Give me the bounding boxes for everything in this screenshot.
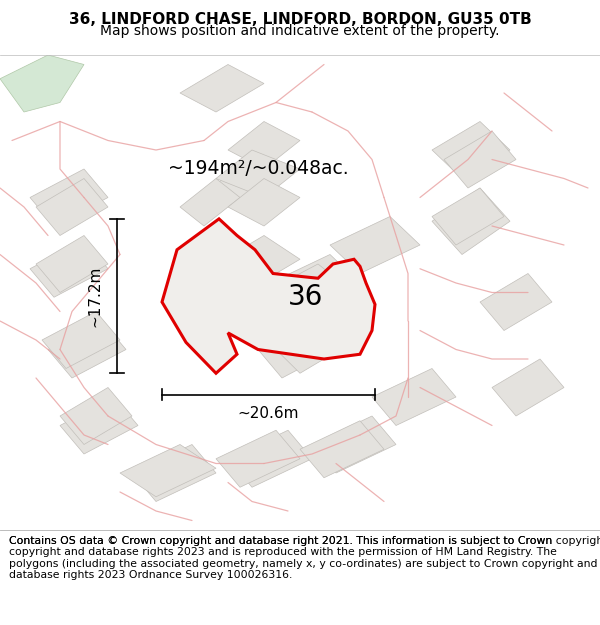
Polygon shape <box>372 369 456 426</box>
Polygon shape <box>480 274 552 331</box>
Polygon shape <box>60 397 138 454</box>
Polygon shape <box>162 219 375 373</box>
Polygon shape <box>216 430 300 488</box>
Polygon shape <box>132 444 216 501</box>
Polygon shape <box>240 292 312 349</box>
Polygon shape <box>228 121 300 169</box>
Text: Contains OS data © Crown copyright and database right 2021. This information is : Contains OS data © Crown copyright and d… <box>9 536 598 581</box>
Text: 36, LINDFORD CHASE, LINDFORD, BORDON, GU35 0TB: 36, LINDFORD CHASE, LINDFORD, BORDON, GU… <box>68 12 532 27</box>
Polygon shape <box>30 169 108 226</box>
Text: ~194m²/~0.048ac.: ~194m²/~0.048ac. <box>167 159 349 179</box>
Polygon shape <box>270 254 360 311</box>
Polygon shape <box>444 131 516 188</box>
Polygon shape <box>312 416 396 473</box>
Polygon shape <box>216 150 300 198</box>
Polygon shape <box>228 430 312 488</box>
Polygon shape <box>120 444 216 497</box>
Polygon shape <box>432 188 504 245</box>
Polygon shape <box>42 311 120 369</box>
Polygon shape <box>432 121 510 179</box>
Text: ~20.6m: ~20.6m <box>238 406 299 421</box>
Polygon shape <box>0 55 84 112</box>
Polygon shape <box>60 388 132 444</box>
Text: Map shows position and indicative extent of the property.: Map shows position and indicative extent… <box>100 24 500 39</box>
Text: ~17.2m: ~17.2m <box>87 266 102 327</box>
Polygon shape <box>216 236 300 288</box>
Polygon shape <box>180 64 264 112</box>
Polygon shape <box>36 179 108 236</box>
Polygon shape <box>36 236 108 292</box>
Polygon shape <box>258 321 336 378</box>
Polygon shape <box>300 421 384 478</box>
Polygon shape <box>228 179 300 226</box>
Polygon shape <box>210 159 276 207</box>
Polygon shape <box>432 188 510 254</box>
Polygon shape <box>48 321 126 378</box>
Polygon shape <box>30 240 108 298</box>
Polygon shape <box>492 359 564 416</box>
Polygon shape <box>330 216 420 274</box>
Polygon shape <box>264 264 348 316</box>
Polygon shape <box>348 55 420 530</box>
Polygon shape <box>180 179 240 226</box>
Polygon shape <box>276 321 348 373</box>
Text: 36: 36 <box>289 283 323 311</box>
Text: Contains OS data © Crown copyright and database right 2021. This information is : Contains OS data © Crown copyright and d… <box>9 536 600 546</box>
